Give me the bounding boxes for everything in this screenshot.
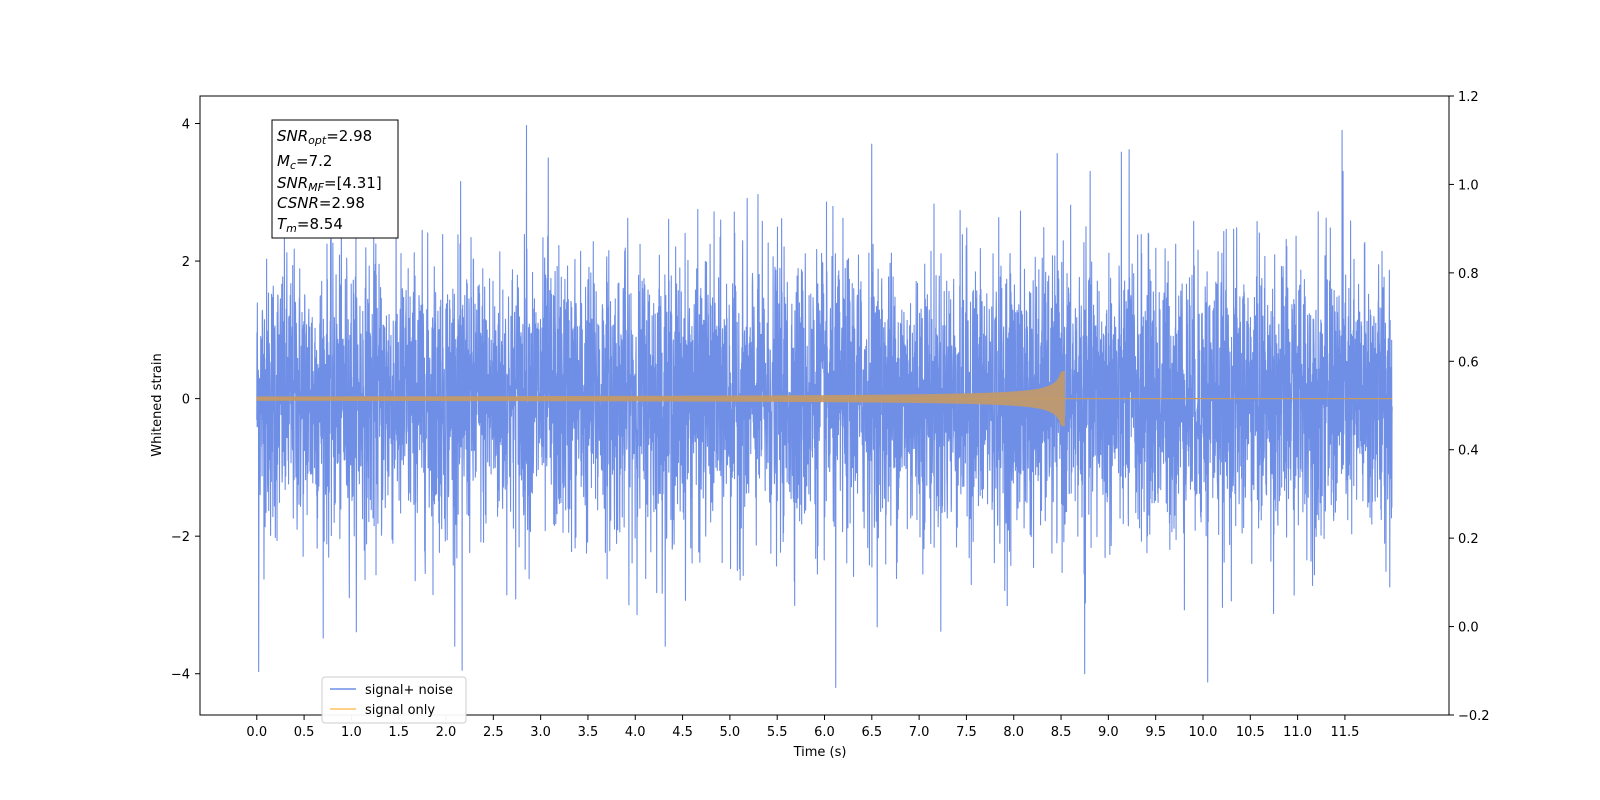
y-tick-label: 2 — [182, 255, 190, 270]
y2-tick-label: 0.4 — [1458, 444, 1479, 459]
annotation-tm: Tm=8.54 — [277, 215, 343, 235]
x-tick-label: 0.0 — [246, 725, 267, 740]
legend-label-signal-plus-noise: signal+ noise — [365, 683, 453, 698]
y2-tick-label: 1.2 — [1458, 90, 1479, 105]
y-tick-label: 4 — [182, 118, 190, 133]
y2-tick-label: −0.2 — [1458, 709, 1490, 724]
x-axis-label: Time (s) — [793, 745, 847, 760]
annotation-snr-opt: SNRopt=2.98 — [277, 127, 372, 147]
x-tick-label: 9.5 — [1145, 725, 1166, 740]
x-tick-label: 7.0 — [909, 725, 930, 740]
x-tick-label: 11.5 — [1330, 725, 1359, 740]
y-tick-label: −2 — [171, 530, 190, 545]
annotation-snr-mf: SNRMF=[4.31] — [277, 174, 382, 194]
y2-tick-label: 0.8 — [1458, 267, 1479, 282]
x-tick-label: 5.0 — [720, 725, 741, 740]
x-axis: 0.0 0.5 1.0 1.5 2.0 2.5 3.0 3.5 4.0 4.5 5.0 5.5 6.0 6… — [246, 715, 1359, 740]
y-axis-right: 1.2 1.0 0.8 0.6 0.4 0.2 0.0 −0.2 — [1449, 90, 1490, 724]
x-tick-label: 1.5 — [388, 725, 409, 740]
x-tick-label: 7.5 — [956, 725, 977, 740]
x-tick-label: 0.5 — [294, 725, 315, 740]
x-tick-label: 1.0 — [341, 725, 362, 740]
x-tick-label: 2.5 — [483, 725, 504, 740]
annotation-box: SNRopt=2.98 Mc=7.2 SNRMF=[4.31] CSNR=2.9… — [271, 119, 399, 239]
y-tick-label: 0 — [182, 393, 190, 408]
annotation-mc: Mc=7.2 — [277, 152, 332, 172]
annotation-csnr: CSNR=2.98 — [277, 194, 365, 212]
x-tick-label: 10.0 — [1189, 725, 1218, 740]
x-tick-label: 6.5 — [861, 725, 882, 740]
x-tick-label: 6.0 — [814, 725, 835, 740]
y2-tick-label: 1.0 — [1458, 178, 1479, 193]
x-tick-label: 5.5 — [767, 725, 788, 740]
x-tick-label: 3.5 — [578, 725, 599, 740]
x-tick-label: 2.0 — [436, 725, 457, 740]
y-axis-left: 4 2 0 −2 −4 — [171, 118, 200, 683]
y2-tick-label: 0.6 — [1458, 355, 1479, 370]
series-signal-plus-noise — [256, 125, 1393, 689]
x-tick-label: 8.0 — [1003, 725, 1024, 740]
y-tick-label: −4 — [171, 668, 190, 683]
legend-label-signal-only: signal only — [365, 703, 435, 718]
y2-tick-label: 0.2 — [1458, 532, 1479, 547]
x-tick-label: 4.5 — [672, 725, 693, 740]
x-tick-label: 3.0 — [530, 725, 551, 740]
legend: signal+ noise signal only — [321, 676, 467, 724]
y-axis-label: Whitened strain — [150, 353, 165, 456]
y2-tick-label: 0.0 — [1458, 621, 1479, 636]
x-tick-label: 10.5 — [1236, 725, 1265, 740]
x-tick-label: 4.0 — [625, 725, 646, 740]
x-tick-label: 8.5 — [1051, 725, 1072, 740]
x-tick-label: 11.0 — [1283, 725, 1312, 740]
x-tick-label: 9.0 — [1098, 725, 1119, 740]
